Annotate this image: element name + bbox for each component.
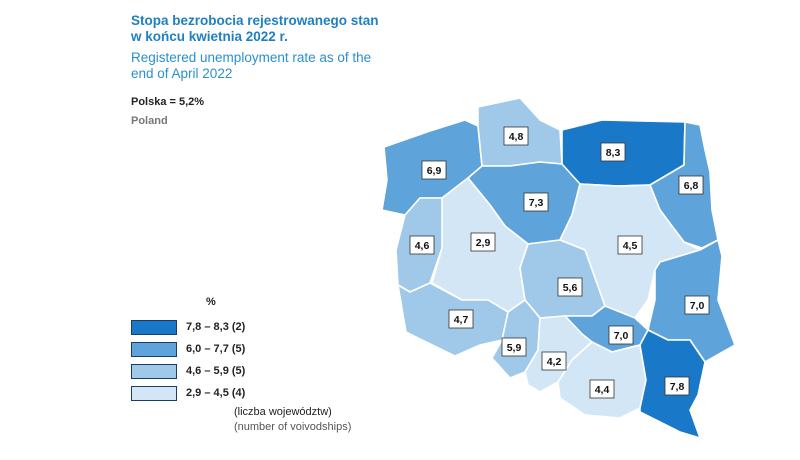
value-label: 2,9 xyxy=(470,232,496,252)
map-title-polish: Stopa bezrobocia rejestrowanego stan w k… xyxy=(131,13,379,44)
value-label-text: 5,9 xyxy=(507,342,522,354)
value-label-text: 4,6 xyxy=(415,240,430,252)
value-label-text: 7,0 xyxy=(614,330,629,342)
value-label: 7,0 xyxy=(684,295,710,315)
value-label: 8,3 xyxy=(600,142,626,162)
map-legend: % 7,8 – 8,3 (2) 6,0 – 7,7 (5) 4,6 – 5,9 … xyxy=(131,296,391,436)
legend-swatch xyxy=(131,342,177,357)
value-label: 7,0 xyxy=(608,325,634,345)
value-label: 7,3 xyxy=(523,192,549,212)
value-label: 4,8 xyxy=(503,126,529,146)
legend-label: 7,8 – 8,3 (2) xyxy=(186,321,246,333)
legend-label: 2,9 – 4,5 (4) xyxy=(186,387,246,399)
value-label: 5,9 xyxy=(501,337,527,357)
legend-swatch xyxy=(131,364,177,379)
value-label-text: 4,4 xyxy=(595,384,610,396)
legend-label: 4,6 – 5,9 (5) xyxy=(186,365,246,377)
value-label-text: 4,7 xyxy=(454,314,469,326)
value-label-text: 4,2 xyxy=(547,356,562,368)
legend-note: (liczba województw) xyxy=(234,406,332,418)
value-label-text: 8,3 xyxy=(606,147,621,159)
value-label: 5,6 xyxy=(557,277,583,297)
value-label-text: 6,8 xyxy=(684,180,699,192)
value-label: 4,4 xyxy=(589,379,615,399)
value-label: 4,7 xyxy=(448,309,474,329)
legend-note-english: (number of voivodships) xyxy=(234,421,352,433)
value-label-text: 4,8 xyxy=(509,131,524,143)
value-label: 4,2 xyxy=(541,351,567,371)
national-rate-label-english: Poland xyxy=(131,115,168,127)
value-label-text: 2,9 xyxy=(476,237,491,249)
value-label-text: 6,9 xyxy=(427,165,442,177)
value-label: 6,8 xyxy=(678,175,704,195)
value-label: 4,6 xyxy=(409,235,435,255)
value-label-text: 5,6 xyxy=(563,282,578,294)
value-label-text: 4,5 xyxy=(623,240,638,252)
legend-label: 6,0 – 7,7 (5) xyxy=(186,343,246,355)
map-title-english: Registered unemployment rate as of the e… xyxy=(131,50,372,81)
legend-swatch xyxy=(131,386,177,401)
legend-unit: % xyxy=(206,296,216,308)
legend-swatch xyxy=(131,320,177,335)
value-label-text: 7,3 xyxy=(529,197,544,209)
value-label-text: 7,8 xyxy=(670,381,685,393)
value-label: 6,9 xyxy=(421,160,447,180)
value-label-text: 7,0 xyxy=(690,300,705,312)
value-label: 4,5 xyxy=(617,235,643,255)
value-label: 7,8 xyxy=(664,376,690,396)
national-rate-label: Polska = 5,2% xyxy=(131,96,205,108)
